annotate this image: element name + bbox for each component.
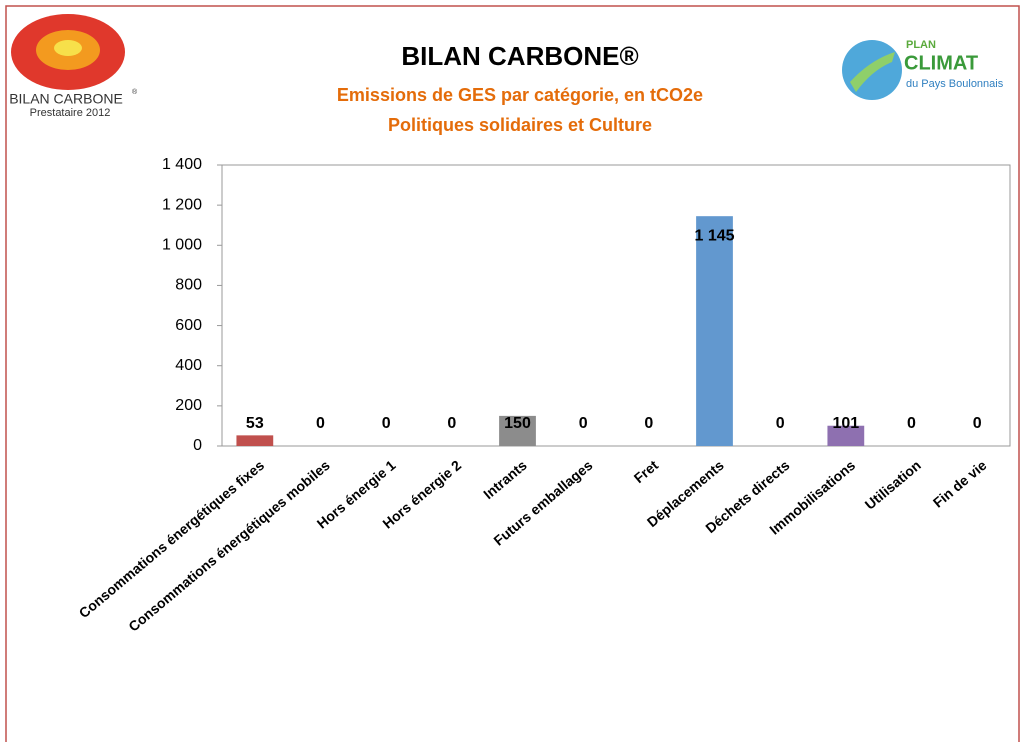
chart-subtitle: Politiques solidaires et Culture	[388, 115, 652, 135]
bar	[827, 425, 865, 446]
value-label: 150	[504, 415, 531, 432]
slide-border	[5, 5, 1020, 742]
plot-area	[221, 164, 1011, 447]
y-tick-label: 1 400	[162, 156, 202, 173]
value-label: 0	[973, 415, 982, 432]
value-label: 0	[644, 415, 653, 432]
bar	[696, 216, 733, 446]
y-tick-label: 600	[175, 317, 202, 334]
logo-text: ®	[132, 88, 138, 96]
logo-text: CLIMAT	[904, 52, 978, 74]
logo-shape	[850, 52, 895, 92]
chart-subtitle: Emissions de GES par catégorie, en tCO2e	[337, 85, 703, 105]
left-logo: BILAN CARBONE ® Prestataire 2012	[9, 14, 138, 119]
value-label: 0	[382, 415, 391, 432]
logo-text: PLAN	[906, 39, 936, 51]
value-label: 0	[447, 415, 456, 432]
logo-text: du Pays Boulonnais	[906, 78, 1004, 90]
value-label: 0	[776, 415, 785, 432]
logo-text: Prestataire 2012	[30, 107, 111, 119]
value-label: 1 145	[694, 227, 734, 244]
y-tick-label: 0	[193, 437, 202, 454]
value-label: 101	[832, 415, 859, 432]
y-tick-label: 1 200	[162, 196, 202, 213]
y-tick-label: 800	[175, 277, 202, 294]
value-label: 0	[579, 415, 588, 432]
chart-title: BILAN CARBONE®	[401, 41, 638, 71]
value-label: 0	[907, 415, 916, 432]
y-tick-label: 400	[175, 357, 202, 374]
value-label: 0	[316, 415, 325, 432]
bar	[236, 435, 274, 446]
logo-ring	[54, 40, 82, 56]
logo-text: BILAN CARBONE	[9, 91, 123, 107]
y-tick-label: 200	[175, 397, 202, 414]
value-label: 53	[246, 415, 264, 432]
right-logo: PLAN CLIMAT du Pays Boulonnais	[842, 39, 1004, 100]
y-tick-label: 1 000	[162, 237, 202, 254]
bar	[499, 415, 536, 446]
